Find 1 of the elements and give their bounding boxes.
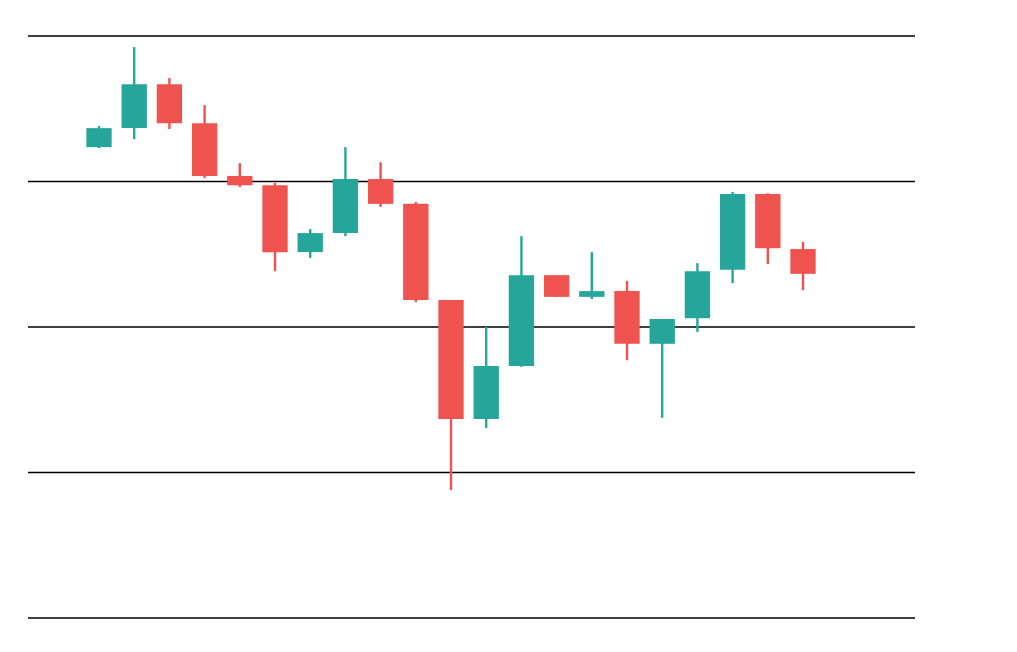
- candlestick: [579, 250, 605, 301]
